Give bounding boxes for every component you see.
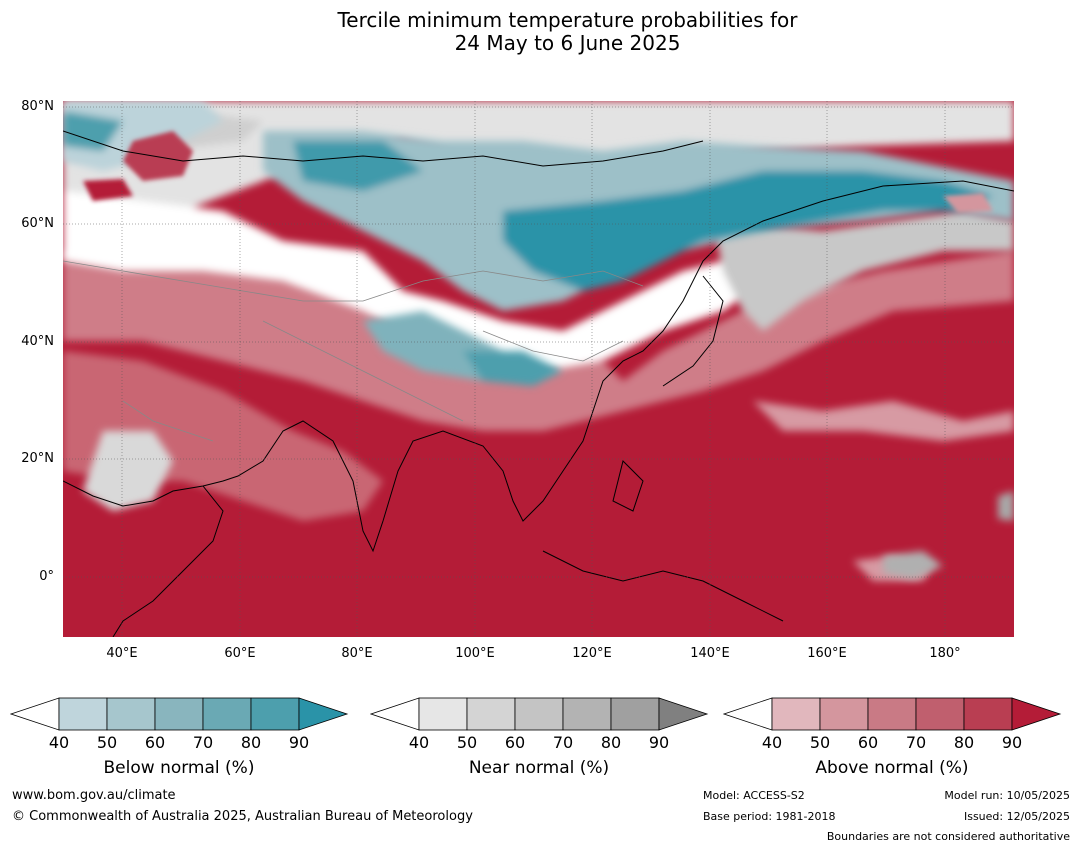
above-tick-50: 50 bbox=[809, 733, 831, 752]
near-extend-high bbox=[658, 697, 709, 731]
above-normal-north-pockets bbox=[83, 131, 993, 213]
lat-label-80n: 80°N bbox=[21, 99, 54, 114]
below-bin-70 bbox=[202, 697, 252, 731]
near-tick-70: 70 bbox=[552, 733, 574, 752]
map-canvas bbox=[63, 101, 1014, 637]
model-name: Model: ACCESS-S2 bbox=[703, 789, 805, 802]
above-tick-40: 40 bbox=[761, 733, 783, 752]
above-tick-70: 70 bbox=[905, 733, 927, 752]
above-extend-high bbox=[1011, 697, 1062, 731]
title-line-1: Tercile minimum temperature probabilitie… bbox=[337, 8, 798, 32]
below-tick-80: 80 bbox=[240, 733, 262, 752]
country-borders bbox=[63, 260, 644, 442]
issued-date: Issued: 12/05/2025 bbox=[963, 810, 1070, 823]
near-tick-80: 80 bbox=[600, 733, 622, 752]
above-bin-60 bbox=[867, 697, 917, 731]
below-bin-40 bbox=[58, 697, 108, 731]
near-extend-low bbox=[370, 697, 420, 731]
below-tick-40: 40 bbox=[48, 733, 70, 752]
near-bin-40 bbox=[418, 697, 468, 731]
lon-label-160e: 160°E bbox=[807, 646, 847, 661]
below-tick-50: 50 bbox=[96, 733, 118, 752]
copyright-text: © Commonwealth of Australia 2025, Austra… bbox=[12, 809, 473, 824]
above-extend-low bbox=[723, 697, 773, 731]
lon-label-40e: 40°E bbox=[106, 646, 138, 661]
below-tick-70: 70 bbox=[192, 733, 214, 752]
near-bin-80 bbox=[610, 697, 660, 731]
lon-label-180: 180° bbox=[929, 646, 961, 661]
lat-label-20n: 20°N bbox=[21, 451, 54, 466]
lat-label-60n: 60°N bbox=[21, 216, 54, 231]
boundaries-disclaimer: Boundaries are not considered authoritat… bbox=[826, 830, 1070, 843]
above-bin-40 bbox=[771, 697, 821, 731]
below-normal-zones bbox=[63, 101, 1014, 386]
below-colorbar-title: Below normal (%) bbox=[103, 758, 255, 778]
website-link[interactable]: www.bom.gov.au/climate bbox=[12, 788, 176, 803]
chart-title: Tercile minimum temperature probabilitie… bbox=[0, 9, 1081, 55]
above-normal-colorbar bbox=[723, 697, 1062, 731]
above-bin-80 bbox=[963, 697, 1013, 731]
near-tick-90: 90 bbox=[648, 733, 670, 752]
near-tick-40: 40 bbox=[408, 733, 430, 752]
near-tick-60: 60 bbox=[504, 733, 526, 752]
lat-label-40n: 40°N bbox=[21, 334, 54, 349]
near-normal-colorbar bbox=[370, 697, 709, 731]
near-tick-50: 50 bbox=[456, 733, 478, 752]
lat-label-0: 0° bbox=[39, 569, 54, 584]
above-colorbar-title: Above normal (%) bbox=[815, 758, 969, 778]
below-tick-90: 90 bbox=[288, 733, 310, 752]
lon-label-120e: 120°E bbox=[572, 646, 612, 661]
below-normal-colorbar bbox=[10, 697, 349, 731]
probability-map bbox=[63, 101, 1014, 637]
below-extend-high bbox=[298, 697, 349, 731]
below-tick-60: 60 bbox=[144, 733, 166, 752]
title-line-2: 24 May to 6 June 2025 bbox=[454, 31, 681, 55]
near-colorbar-title: Near normal (%) bbox=[468, 758, 610, 778]
lon-label-100e: 100°E bbox=[455, 646, 495, 661]
near-bin-50 bbox=[466, 697, 516, 731]
lon-label-60e: 60°E bbox=[224, 646, 256, 661]
lon-label-140e: 140°E bbox=[690, 646, 730, 661]
model-run-date: Model run: 10/05/2025 bbox=[944, 789, 1070, 802]
above-tick-80: 80 bbox=[953, 733, 975, 752]
base-period: Base period: 1981-2018 bbox=[703, 810, 836, 823]
near-bin-60 bbox=[514, 697, 564, 731]
near-bin-70 bbox=[562, 697, 612, 731]
below-bin-60 bbox=[154, 697, 204, 731]
above-bin-50 bbox=[819, 697, 869, 731]
graticule bbox=[63, 101, 1014, 637]
coastlines bbox=[63, 130, 1014, 637]
below-bin-50 bbox=[106, 697, 156, 731]
below-bin-80 bbox=[250, 697, 300, 731]
below-extend-low bbox=[10, 697, 60, 731]
above-tick-90: 90 bbox=[1001, 733, 1023, 752]
above-bin-70 bbox=[915, 697, 965, 731]
lon-label-80e: 80°E bbox=[341, 646, 373, 661]
above-tick-60: 60 bbox=[857, 733, 879, 752]
